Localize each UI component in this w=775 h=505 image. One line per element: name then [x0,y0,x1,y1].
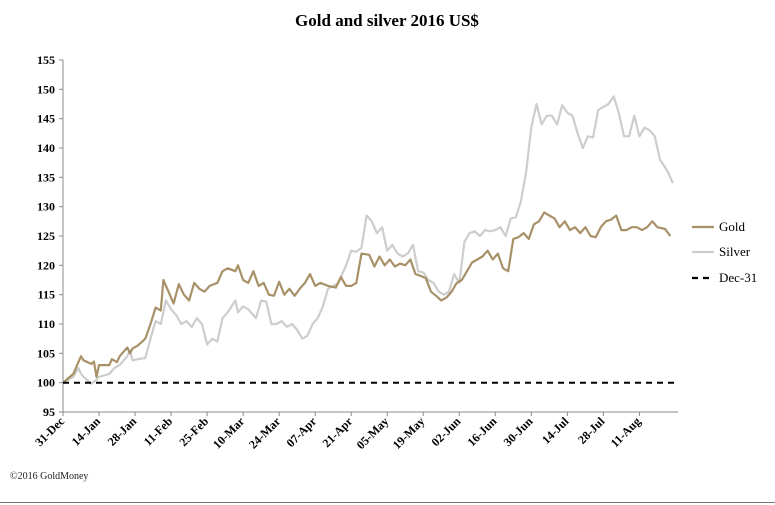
y-tick-label: 125 [37,229,55,243]
x-tick-label: 25-Feb [176,414,211,449]
x-tick-label: 30-Jun [501,414,536,449]
x-tick-label: 10-Mar [210,414,248,452]
y-tick-label: 120 [37,258,55,272]
y-tick-label: 115 [38,288,55,302]
x-tick-label: 28-Jan [105,414,140,449]
x-tick-label: 14-Jul [539,414,572,447]
x-tick-label: 19-May [390,414,428,452]
y-tick-label: 95 [43,405,55,419]
x-tick-label: 31-Dec [32,414,67,449]
legend-label: Silver [719,244,751,259]
x-tick-label: 05-May [354,414,392,452]
x-tick-label: 21-Apr [319,414,355,450]
plot-area: 95 100 105 110 115 120 125 130 135 140 145 150 155 31… [32,53,678,452]
x-tick-label: 16-Jun [465,414,500,449]
y-tick-label: 100 [37,376,55,390]
series-line-silver [62,95,674,385]
y-tick-label: 145 [37,112,55,126]
x-tick-label: 24-Mar [246,414,284,452]
x-tick-label: 07-Apr [283,414,319,450]
x-tick-label: 02-Jun [429,414,464,449]
legend-label: Gold [719,219,746,234]
y-tick-label: 130 [37,200,55,214]
x-tick-label: 28-Jul [575,414,608,447]
series-line-gold [62,211,672,384]
y-tick-label: 110 [38,317,55,331]
bottom-divider [0,502,775,503]
y-tick-label: 155 [37,53,55,67]
y-tick-label: 140 [37,141,55,155]
chart-title: Gold and silver 2016 US$ [295,11,479,30]
x-tick-label: 11-Feb [141,414,176,449]
y-tick-label: 105 [37,346,55,360]
y-tick-label: 135 [37,170,55,184]
legend-label: Dec-31 [719,270,757,285]
legend: Gold Silver Dec-31 [692,219,757,285]
y-tick-label: 150 [37,82,55,96]
x-tick-label: 11-Aug [608,414,644,450]
x-tick-label: 14-Jan [69,414,104,449]
copyright-note: ©2016 GoldMoney [10,471,89,482]
